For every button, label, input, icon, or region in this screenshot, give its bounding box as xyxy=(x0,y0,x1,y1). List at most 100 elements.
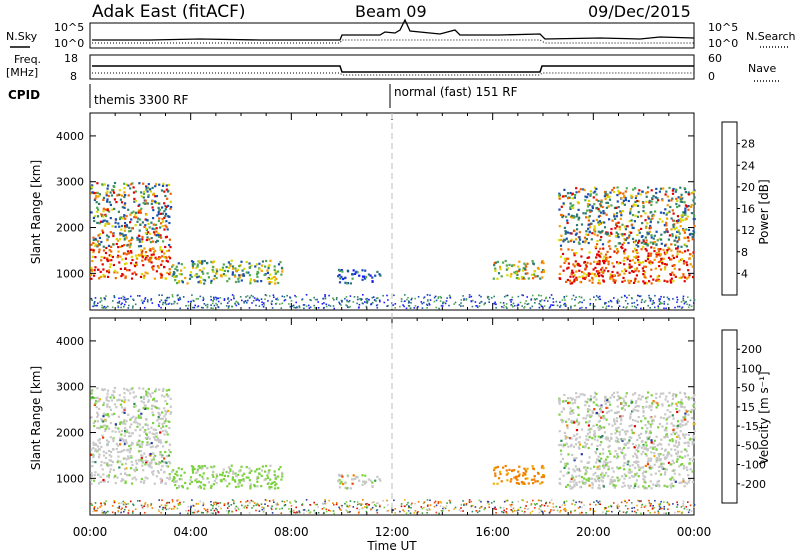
velocity-cell xyxy=(169,462,172,465)
velocity-cell xyxy=(598,487,601,490)
velocity-cell xyxy=(676,452,679,455)
power-cell xyxy=(586,196,589,199)
velocity-cell xyxy=(462,510,464,512)
power-cell xyxy=(93,274,96,277)
power-cell xyxy=(410,298,413,301)
power-cell xyxy=(563,296,566,298)
velocity-cell xyxy=(127,457,130,460)
power-cell xyxy=(164,277,167,280)
power-cell xyxy=(408,301,410,303)
power-cell xyxy=(118,302,120,304)
velocity-cell xyxy=(122,440,125,443)
velocity-cell xyxy=(564,437,567,440)
power-cell xyxy=(519,301,522,304)
power-cell xyxy=(171,265,174,268)
power-cell xyxy=(634,269,637,272)
power-cell xyxy=(144,218,147,221)
power-cell xyxy=(289,297,292,299)
velocity-cell xyxy=(369,479,372,482)
velocity-cell xyxy=(90,416,93,419)
power-cell xyxy=(164,236,167,239)
power-cell xyxy=(661,260,664,263)
velocity-cell xyxy=(152,456,156,459)
power-cell xyxy=(235,269,238,273)
power-cell xyxy=(102,215,105,218)
power-cell xyxy=(623,225,627,228)
velocity-cell xyxy=(266,474,269,477)
velocity-cell xyxy=(480,505,483,508)
power-cell xyxy=(229,264,232,267)
velocity-cell xyxy=(145,424,149,427)
velocity-cell xyxy=(671,440,674,443)
power-cell xyxy=(152,209,155,212)
power-cell xyxy=(127,230,131,233)
power-cell xyxy=(314,307,316,309)
power-cell xyxy=(449,295,451,298)
power-cell xyxy=(178,273,181,276)
power-cell xyxy=(231,271,234,274)
power-cell xyxy=(597,208,600,211)
velocity-cell xyxy=(189,476,193,479)
velocity-cell xyxy=(671,394,674,397)
velocity-cell xyxy=(125,420,128,423)
velocity-cell xyxy=(580,476,584,479)
velocity-cell xyxy=(665,468,668,471)
velocity-cell xyxy=(602,485,605,488)
velocity-cell xyxy=(293,511,295,514)
velocity-cell xyxy=(144,503,146,505)
velocity-cell xyxy=(176,474,179,477)
power-cell xyxy=(509,299,512,301)
velocity-cell xyxy=(123,396,126,399)
power-cell xyxy=(377,297,379,299)
velocity-cell xyxy=(137,500,139,502)
velocity-cell xyxy=(99,480,102,483)
power-cell xyxy=(426,307,428,309)
velocity-cell xyxy=(665,456,668,459)
velocity-cell xyxy=(682,434,685,437)
power-cell xyxy=(117,210,120,213)
velocity-cell xyxy=(346,504,348,507)
power-cell xyxy=(584,239,587,242)
power-cell xyxy=(607,205,610,208)
power-cell xyxy=(123,203,126,206)
power-cell xyxy=(234,303,236,305)
power-cell xyxy=(146,299,149,301)
velocity-cell xyxy=(104,503,106,506)
velocity-cell xyxy=(213,501,215,504)
velocity-cell xyxy=(642,406,645,409)
velocity-cell xyxy=(603,426,606,429)
power-cell xyxy=(160,236,163,239)
velocity-cell xyxy=(153,482,156,485)
velocity-cell xyxy=(685,433,688,436)
power-cell xyxy=(133,197,136,200)
velocity-cell xyxy=(672,461,675,465)
velocity-cell xyxy=(164,441,167,444)
velocity-cell xyxy=(374,479,377,482)
velocity-cell xyxy=(158,499,160,501)
power-cell xyxy=(440,297,443,299)
power-cell xyxy=(128,239,131,243)
velocity-cell xyxy=(113,386,117,390)
velocity-cell xyxy=(148,443,151,446)
velocity-cell xyxy=(231,478,234,481)
velocity-cell xyxy=(598,477,601,480)
velocity-cell xyxy=(108,427,111,430)
power-cell xyxy=(387,299,389,301)
power-cell xyxy=(166,260,170,263)
velocity-cell xyxy=(132,415,135,418)
velocity-cell xyxy=(638,445,641,448)
velocity-cell xyxy=(690,397,693,400)
power-cell xyxy=(622,192,625,195)
velocity-cell xyxy=(146,504,149,506)
power-cell xyxy=(263,273,266,277)
velocity-cell xyxy=(361,483,364,486)
power-cell xyxy=(435,299,438,302)
velocity-cell xyxy=(288,508,290,510)
power-cell xyxy=(156,239,159,243)
power-cell xyxy=(102,219,105,222)
velocity-cell xyxy=(161,411,164,414)
velocity-cell xyxy=(510,506,512,508)
power-cell xyxy=(605,213,608,216)
power-cell xyxy=(571,298,573,300)
velocity-cell xyxy=(91,504,93,506)
